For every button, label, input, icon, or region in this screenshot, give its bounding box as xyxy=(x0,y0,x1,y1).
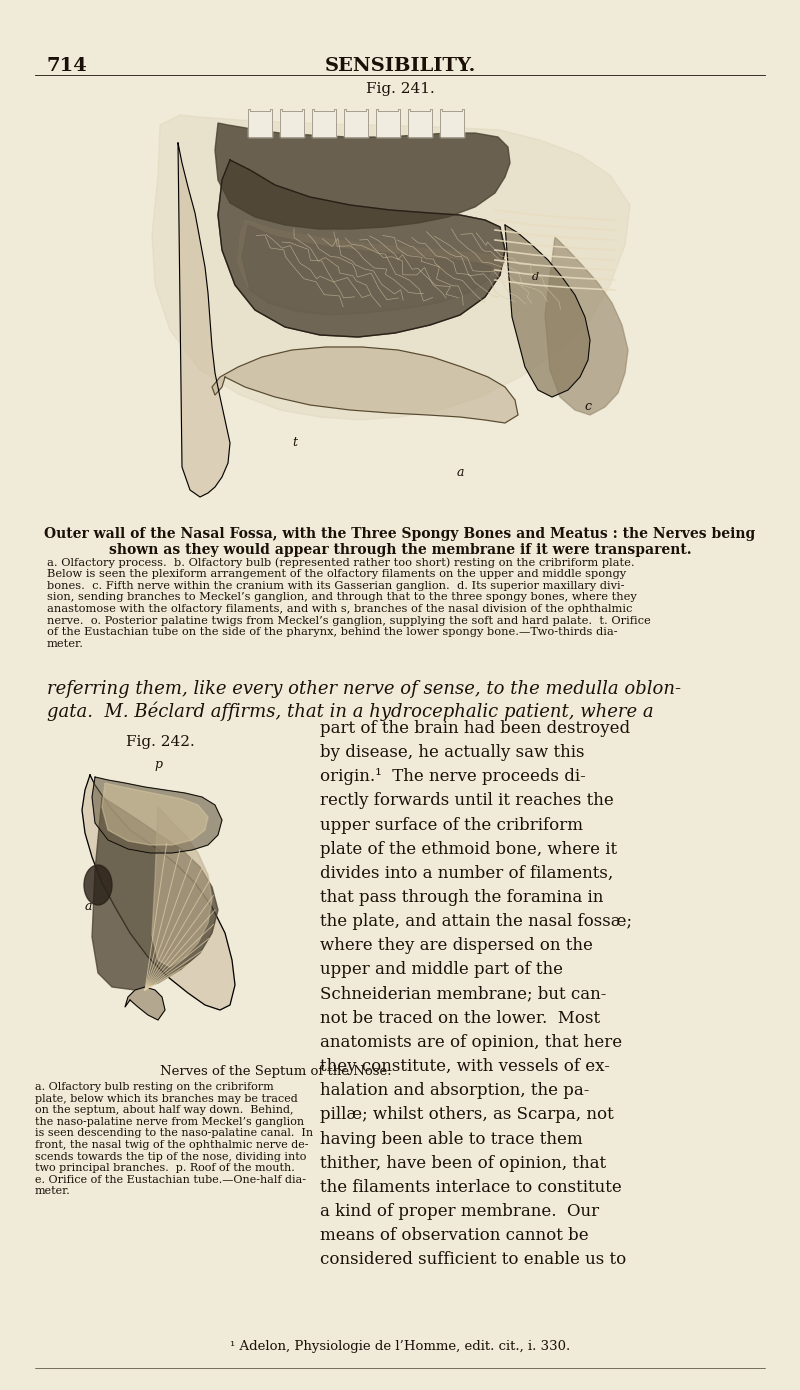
Polygon shape xyxy=(408,108,432,138)
Polygon shape xyxy=(218,160,505,336)
Polygon shape xyxy=(152,115,630,420)
Text: SENSIBILITY.: SENSIBILITY. xyxy=(324,57,476,75)
Polygon shape xyxy=(212,348,518,423)
Text: part of the brain had been destroyed
by disease, he actually saw this
origin.¹  : part of the brain had been destroyed by … xyxy=(320,720,632,1268)
Text: c: c xyxy=(585,400,591,413)
Polygon shape xyxy=(178,143,230,498)
Polygon shape xyxy=(248,108,272,138)
Text: a. Olfactory process.  b. Olfactory bulb (represented rather too short) resting : a. Olfactory process. b. Olfactory bulb … xyxy=(47,557,650,649)
Text: p: p xyxy=(154,759,162,771)
Polygon shape xyxy=(545,238,628,416)
Polygon shape xyxy=(102,783,208,845)
Polygon shape xyxy=(376,108,400,138)
Polygon shape xyxy=(242,225,492,316)
Text: d: d xyxy=(531,272,538,282)
Polygon shape xyxy=(125,987,165,1020)
Polygon shape xyxy=(82,776,235,1011)
Polygon shape xyxy=(344,108,368,138)
Polygon shape xyxy=(215,122,510,229)
Text: referring them, like every other nerve of sense, to the medulla oblon-
gata.  M.: referring them, like every other nerve o… xyxy=(47,680,681,720)
Text: a: a xyxy=(84,901,92,913)
Text: a: a xyxy=(456,467,464,480)
Polygon shape xyxy=(505,225,590,398)
Polygon shape xyxy=(238,220,505,313)
Text: Nerves of the Septum of the Nose.: Nerves of the Septum of the Nose. xyxy=(160,1065,391,1079)
Text: t: t xyxy=(293,436,298,449)
Polygon shape xyxy=(280,108,304,138)
Polygon shape xyxy=(92,796,218,990)
Polygon shape xyxy=(440,108,464,138)
Polygon shape xyxy=(92,777,222,853)
Text: 714: 714 xyxy=(47,57,88,75)
Ellipse shape xyxy=(84,865,112,905)
Text: ¹ Adelon, Physiologie de l’Homme, edit. cit., i. 330.: ¹ Adelon, Physiologie de l’Homme, edit. … xyxy=(230,1340,570,1352)
Text: a. Olfactory bulb resting on the cribriform
plate, below which its branches may : a. Olfactory bulb resting on the cribrif… xyxy=(35,1081,313,1197)
Text: Fig. 241.: Fig. 241. xyxy=(366,82,434,96)
Text: Outer wall of the Nasal Fossa, with the Three Spongy Bones and Meatus : the Nerv: Outer wall of the Nasal Fossa, with the … xyxy=(44,527,756,557)
Text: Fig. 242.: Fig. 242. xyxy=(126,735,194,749)
Polygon shape xyxy=(312,108,336,138)
Polygon shape xyxy=(152,808,212,967)
